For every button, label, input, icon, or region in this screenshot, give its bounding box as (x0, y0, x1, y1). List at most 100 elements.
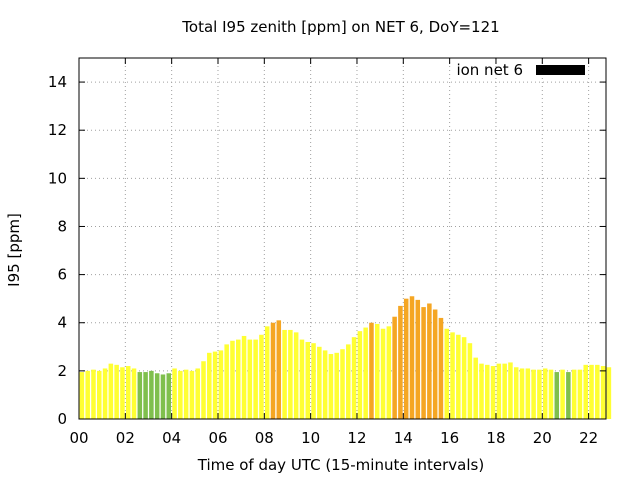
bar (102, 368, 108, 419)
x-tick-label: 06 (208, 429, 227, 447)
y-tick-label: 14 (48, 73, 67, 91)
x-tick-label: 12 (347, 429, 366, 447)
bar (114, 364, 119, 419)
bar (293, 332, 299, 419)
bar (253, 339, 258, 419)
y-tick-label: 6 (57, 266, 67, 284)
bars (79, 296, 612, 419)
bar (490, 366, 496, 419)
bar (369, 322, 374, 419)
x-tick-label: 08 (255, 429, 274, 447)
bar (374, 323, 380, 419)
bar (485, 364, 490, 419)
plot-frame (78, 57, 607, 420)
y-tick-label: 10 (48, 169, 67, 187)
bar (183, 369, 189, 419)
bar (560, 369, 565, 419)
bar (299, 339, 305, 419)
bar (456, 334, 461, 419)
bar (218, 350, 224, 419)
bar (166, 373, 172, 419)
bar (125, 366, 131, 419)
bar (519, 368, 525, 419)
bar (149, 370, 154, 419)
x-tick-label: 00 (69, 429, 88, 447)
bar (172, 368, 177, 419)
bar (554, 372, 560, 419)
y-tick-label: 12 (48, 121, 67, 139)
chart-title: Total I95 zenith [ppm] on NET 6, DoY=121 (181, 18, 499, 36)
bar (189, 370, 195, 419)
bar (542, 368, 548, 419)
bar (537, 369, 542, 419)
bar (288, 329, 293, 419)
bar (224, 344, 229, 419)
bar (513, 367, 519, 419)
bar (438, 317, 444, 419)
bar (577, 369, 583, 419)
bar (392, 316, 397, 419)
bar (264, 326, 270, 419)
y-tick-label: 0 (57, 410, 67, 428)
bar (427, 303, 432, 419)
bar (91, 369, 96, 419)
x-axis-label: Time of day UTC (15-minute intervals) (197, 456, 484, 474)
bar (230, 340, 235, 419)
legend-label: ion net 6 (456, 61, 523, 79)
bar (473, 357, 478, 419)
bar (236, 339, 241, 419)
x-tick-label: 02 (116, 429, 135, 447)
bar (571, 369, 577, 419)
legend: ion net 6 (456, 61, 585, 79)
bar (386, 326, 392, 419)
bar (496, 363, 502, 419)
bar (131, 368, 137, 419)
bar (403, 298, 409, 419)
bar (201, 361, 206, 419)
bar (270, 322, 276, 419)
bar (589, 364, 594, 419)
x-tick-label: 14 (394, 429, 413, 447)
bar (566, 372, 571, 419)
bar (108, 363, 114, 419)
bar (259, 334, 264, 419)
bar (120, 367, 125, 419)
bar (444, 328, 449, 419)
bar (600, 366, 606, 419)
bar (212, 351, 218, 419)
bar (531, 369, 536, 419)
x-tick-label: 18 (486, 429, 505, 447)
grid-lines (79, 58, 606, 419)
x-tick-label: 16 (440, 429, 459, 447)
bar (461, 337, 467, 419)
bar (85, 370, 90, 419)
bar (137, 372, 143, 419)
bar (305, 341, 311, 419)
x-tick-label: 04 (162, 429, 181, 447)
y-tick-label: 4 (57, 314, 67, 332)
legend-swatch (536, 65, 585, 75)
bar (346, 344, 351, 419)
bar (548, 369, 554, 419)
bar (508, 362, 513, 419)
bar (282, 329, 287, 419)
bar (502, 363, 507, 419)
bar (363, 327, 368, 419)
bar (467, 343, 473, 419)
bar (317, 346, 322, 419)
bar (311, 343, 316, 419)
bar (207, 352, 212, 419)
bar (595, 364, 600, 419)
bar (79, 372, 85, 419)
bar (195, 368, 200, 419)
bar (276, 320, 282, 419)
y-axis-label: I95 [ppm] (5, 213, 23, 287)
bar (340, 349, 345, 419)
x-tick-label: 10 (301, 429, 320, 447)
bar (160, 374, 166, 419)
bar (606, 367, 612, 419)
bar (241, 335, 247, 419)
bar (351, 337, 357, 419)
bar (380, 328, 386, 419)
